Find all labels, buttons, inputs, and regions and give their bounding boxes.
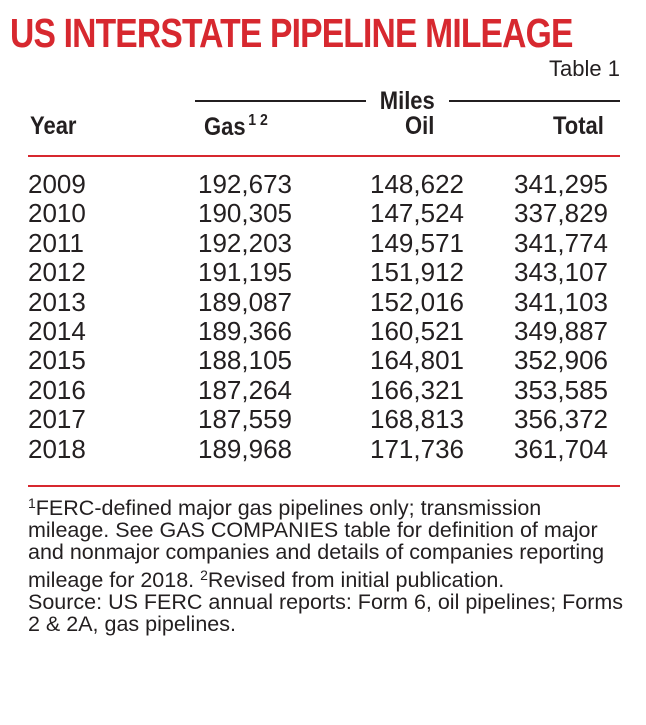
footnote-2-mark: 2 — [200, 566, 208, 583]
cell-oil: 151,912 — [370, 257, 464, 288]
cell-total: 343,107 — [514, 257, 608, 288]
gas-footnote-marks: 1 2 — [248, 112, 268, 129]
cell-total: 341,295 — [514, 169, 608, 199]
cell-year: 2011 — [28, 227, 84, 258]
table-row: 2018 189,968 171,736 361,704 — [0, 433, 646, 464]
cell-gas: 187,264 — [198, 374, 292, 405]
cell-total: 337,829 — [514, 198, 608, 229]
table-row: 2016 187,264 166,321 353,585 — [0, 374, 646, 405]
footnotes: 1FERC-defined major gas pipelines only; … — [28, 492, 628, 635]
cell-total: 356,372 — [514, 404, 608, 435]
footnote-2-text: Revised from initial publication. — [207, 567, 505, 592]
cell-gas: 187,559 — [198, 404, 292, 435]
footnote-1-2: 1FERC-defined major gas pipelines only; … — [28, 492, 628, 591]
cell-year: 2012 — [28, 257, 86, 288]
cell-oil: 148,622 — [370, 169, 464, 199]
cell-oil: 149,571 — [370, 227, 464, 258]
cell-gas: 189,087 — [198, 286, 292, 317]
miles-group-header: Miles — [195, 86, 620, 116]
table-row: 2011 192,203 149,571 341,774 — [0, 227, 646, 258]
cell-year: 2018 — [28, 433, 86, 464]
column-header-total: Total — [553, 112, 604, 140]
cell-year: 2015 — [28, 345, 86, 376]
cell-gas: 192,673 — [198, 169, 292, 199]
column-header-year: Year — [30, 112, 77, 140]
footer-divider — [28, 485, 620, 487]
table-number: Table 1 — [549, 56, 620, 81]
cell-total: 352,906 — [514, 345, 608, 376]
cell-total: 341,103 — [514, 286, 608, 317]
cell-gas: 192,203 — [198, 227, 292, 258]
column-header-gas: Gas 1 2 — [204, 112, 268, 142]
cell-oil: 166,321 — [370, 374, 464, 405]
miles-label: Miles — [379, 86, 436, 115]
table-row: 2010 190,305 147,524 337,829 — [0, 199, 646, 228]
cell-total: 349,887 — [514, 315, 608, 346]
cell-gas: 189,968 — [198, 433, 292, 464]
table-body: 2009 192,673 148,622 341,295 2010 190,305 147… — [0, 170, 646, 464]
cell-year: 2017 — [28, 404, 86, 435]
cell-year: 2013 — [28, 286, 86, 317]
cell-oil: 168,813 — [370, 404, 464, 435]
cell-year: 2010 — [28, 198, 86, 229]
table-row: 2013 189,087 152,016 341,103 — [0, 286, 646, 317]
cell-total: 341,774 — [514, 227, 608, 258]
table-row: 2015 188,105 164,801 352,906 — [0, 346, 646, 375]
header-rule-right — [448, 100, 620, 102]
gas-label: Gas — [204, 113, 246, 141]
table-row: 2009 192,673 148,622 341,295 — [0, 170, 646, 199]
table-row: 2017 187,559 168,813 356,372 — [0, 405, 646, 434]
cell-oil: 171,736 — [370, 433, 464, 464]
cell-year: 2014 — [28, 315, 86, 346]
cell-oil: 164,801 — [370, 345, 464, 376]
column-header-oil: Oil — [404, 112, 434, 140]
table-title: US INTERSTATE PIPELINE MILEAGE — [10, 10, 573, 56]
cell-oil: 152,016 — [370, 286, 464, 317]
cell-gas: 191,195 — [198, 257, 292, 288]
table-row: 2012 191,195 151,912 343,107 — [0, 258, 646, 287]
table-row: 2014 189,366 160,521 349,887 — [0, 315, 646, 346]
cell-gas: 189,366 — [198, 315, 292, 346]
cell-year: 2009 — [28, 169, 86, 199]
cell-gas: 190,305 — [198, 198, 292, 229]
footnote-1-text: FERC-defined major gas pipelines only; t… — [28, 496, 605, 592]
cell-total: 361,704 — [514, 433, 608, 464]
footnote-1-mark: 1 — [28, 495, 36, 511]
cell-gas: 188,105 — [198, 345, 292, 376]
cell-total: 353,585 — [514, 374, 608, 405]
header-divider — [28, 155, 620, 157]
cell-year: 2016 — [28, 374, 86, 405]
header-rule-left — [195, 100, 367, 102]
cell-oil: 147,524 — [370, 198, 464, 229]
cell-oil: 160,521 — [370, 315, 464, 346]
source-note: Source: US FERC annual reports: Form 6, … — [28, 589, 624, 637]
